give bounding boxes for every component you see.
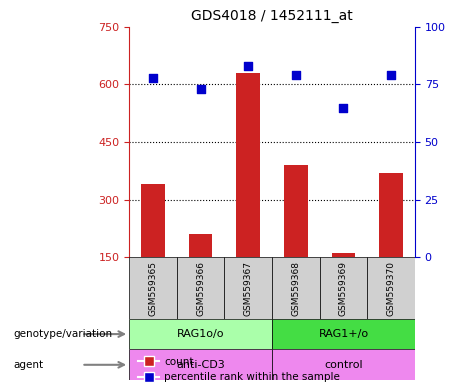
Bar: [129, 257, 177, 319]
Legend: count, percentile rank within the sample: count, percentile rank within the sample: [134, 353, 344, 384]
Bar: [225, 257, 272, 319]
Text: genotype/variation: genotype/variation: [14, 329, 113, 339]
Bar: [379, 173, 403, 257]
Point: [340, 104, 347, 111]
Text: GSM559365: GSM559365: [148, 260, 157, 316]
Point: [292, 72, 300, 78]
Text: RAG1+/o: RAG1+/o: [319, 329, 368, 339]
Bar: [236, 73, 260, 257]
Text: GSM559370: GSM559370: [387, 260, 396, 316]
Bar: [129, 349, 272, 380]
Bar: [319, 257, 367, 319]
Bar: [141, 184, 165, 257]
Point: [197, 86, 204, 92]
Text: GSM559366: GSM559366: [196, 260, 205, 316]
Point: [149, 74, 157, 81]
Point: [244, 63, 252, 69]
Text: RAG1o/o: RAG1o/o: [177, 329, 225, 339]
Text: GSM559367: GSM559367: [244, 260, 253, 316]
Bar: [272, 257, 319, 319]
Bar: [331, 253, 355, 257]
Text: anti-CD3: anti-CD3: [176, 360, 225, 370]
Text: GSM559368: GSM559368: [291, 260, 300, 316]
Text: control: control: [324, 360, 363, 370]
Text: GSM559369: GSM559369: [339, 260, 348, 316]
Bar: [272, 349, 415, 380]
Bar: [272, 319, 415, 349]
Bar: [177, 257, 225, 319]
Bar: [189, 234, 213, 257]
Title: GDS4018 / 1452111_at: GDS4018 / 1452111_at: [191, 9, 353, 23]
Bar: [129, 319, 272, 349]
Bar: [284, 165, 308, 257]
Text: agent: agent: [14, 360, 44, 370]
Bar: [367, 257, 415, 319]
Point: [387, 72, 395, 78]
